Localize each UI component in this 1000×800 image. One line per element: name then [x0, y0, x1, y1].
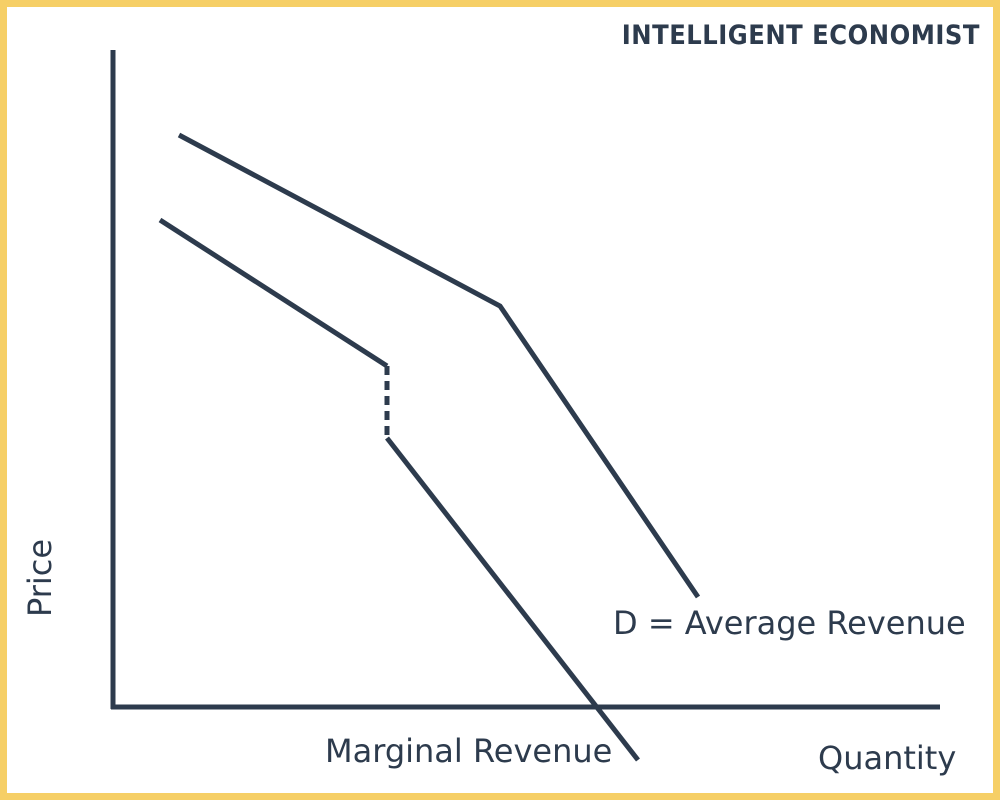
marginal-revenue-lower-segment — [385, 436, 640, 762]
marginal-revenue-label: Marginal Revenue — [325, 732, 612, 770]
x-axis-label: Quantity — [818, 739, 956, 777]
marginal-revenue-upper-segment — [158, 217, 389, 369]
diagram-frame: INTELLIGENT ECONOMIST D = Average Revenu… — [7, 7, 993, 793]
demand-curve-label: D = Average Revenue — [613, 604, 966, 642]
y-axis-label: Price — [21, 539, 59, 617]
kinked-demand-diagram: INTELLIGENT ECONOMIST D = Average Revenu… — [21, 20, 980, 777]
demand-curve — [177, 132, 701, 599]
brand-logo: INTELLIGENT ECONOMIST — [622, 20, 980, 51]
